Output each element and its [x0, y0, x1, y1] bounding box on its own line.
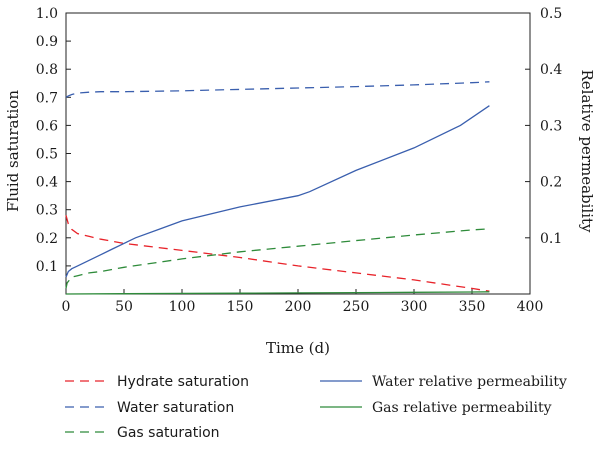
right-y-tick-label: 0.4 [540, 62, 562, 78]
right-y-tick-label: 0.3 [540, 118, 562, 134]
series-layer [65, 81, 490, 295]
left-y-tick-label: 0.5 [36, 147, 58, 163]
legend-label: Water relative permeability [372, 374, 567, 390]
legend-label: Water saturation [117, 400, 234, 416]
legend: Hydrate saturation Water saturation Gas sa… [65, 374, 567, 441]
plot-frame [65, 12, 531, 295]
left-y-tick-label: 0.8 [36, 62, 58, 78]
series-line-gas-relative-permeability [65, 291, 490, 295]
x-tick-label: 0 [62, 299, 71, 315]
x-axis-title: Time (d) [266, 339, 330, 357]
legend-label: Hydrate saturation [117, 374, 249, 390]
left-y-tick-label: 0.4 [36, 175, 58, 191]
plot-border [65, 12, 531, 295]
x-tick-label: 150 [227, 299, 254, 315]
x-tick-label: 300 [401, 299, 428, 315]
series-line-water-saturation [65, 81, 490, 98]
left-y-tick-label: 1.0 [36, 6, 58, 22]
right-y-tick-label: 0.2 [540, 175, 562, 191]
left-y-tick-label: 0.9 [36, 34, 58, 50]
legend-label: Gas relative permeability [372, 400, 552, 416]
left-y-tick-label: 0.6 [36, 118, 58, 134]
left-y-tick-label: 0.7 [36, 90, 58, 106]
x-tick-label: 200 [285, 299, 312, 315]
series-line-gas-saturation [65, 228, 490, 289]
x-tick-label: 50 [115, 299, 133, 315]
left-y-tick-label: 0.2 [36, 231, 58, 247]
series-line-hydrate-saturation [65, 215, 490, 292]
axis-ticks [65, 12, 531, 294]
left-y-axis-title: Fluid saturation [4, 90, 22, 212]
x-tick-label: 350 [459, 299, 486, 315]
left-y-tick-label: 0.3 [36, 203, 58, 219]
x-tick-label: 400 [517, 299, 544, 315]
x-tick-label: 100 [169, 299, 196, 315]
right-y-tick-label: 0.1 [540, 231, 562, 247]
x-tick-label: 250 [343, 299, 370, 315]
right-y-axis-title: Relative permeability [578, 69, 596, 233]
legend-label: Gas saturation [117, 425, 220, 441]
left-y-tick-label: 0.1 [36, 259, 58, 275]
axis-tick-labels: 0 50 100 150 200 250 300 350 400 0.1 0.2 0.3 0.4 0.5 0… [36, 6, 563, 315]
series-line-water-relative-permeability [65, 105, 490, 278]
right-y-tick-label: 0.5 [540, 6, 562, 22]
